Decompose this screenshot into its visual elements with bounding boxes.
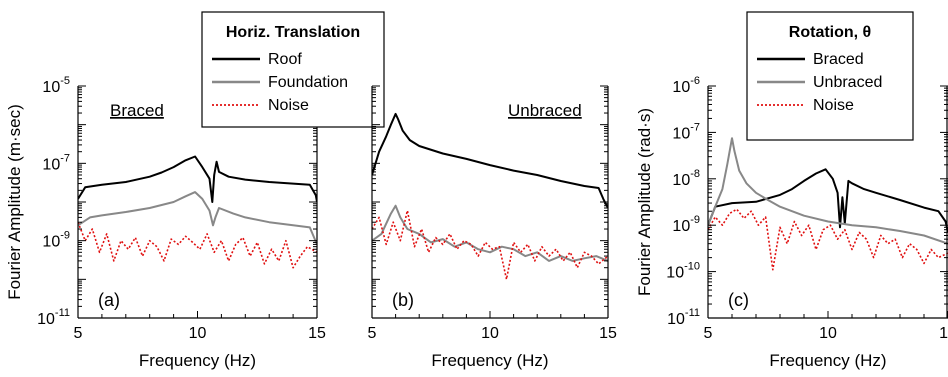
chart-panel-2: 5 10 15 Frequency (Hz) (b) Unbraced bbox=[368, 85, 617, 370]
panel-label: (c) bbox=[728, 290, 749, 310]
x-tick-label: 5 bbox=[704, 325, 713, 342]
legend: Rotation, θ Braced Unbraced Noise bbox=[746, 11, 914, 141]
x-tick-label: 15 bbox=[599, 325, 617, 342]
structure-label: Braced bbox=[110, 101, 164, 120]
legend-title: Rotation, θ bbox=[789, 24, 871, 41]
x-axis-title: Frequency (Hz) bbox=[431, 351, 548, 370]
legend-box bbox=[746, 11, 914, 141]
x-tick-label: 5 bbox=[368, 325, 377, 342]
panel-label: (a) bbox=[98, 290, 120, 310]
legend-label-unbraced: Unbraced bbox=[813, 74, 882, 91]
y-axis-title: Fourier Amplitude (m·sec) bbox=[5, 104, 24, 300]
x-tick-label: 10 bbox=[819, 325, 837, 342]
series-line-roof bbox=[372, 112, 608, 209]
legend-title: Horiz. Translation bbox=[226, 24, 360, 41]
x-tick-label: 15 bbox=[308, 325, 326, 342]
chart-panel-1: 5 10 15 10-11 10-9 10-7 10-5 Frequency (Hz) Four… bbox=[5, 11, 385, 370]
y-tick-label: 10-11 bbox=[667, 307, 700, 328]
legend-label-noise: Noise bbox=[268, 97, 309, 114]
x-tick-label: 15 bbox=[939, 325, 948, 342]
y-tick-label: 10-9 bbox=[672, 214, 700, 235]
y-tick-label: 10-8 bbox=[672, 168, 700, 189]
y-tick-label: 10-5 bbox=[42, 75, 70, 96]
x-tick-label: 5 bbox=[74, 325, 83, 342]
series-line-foundation bbox=[372, 204, 608, 262]
series-line-unbraced bbox=[708, 137, 948, 245]
legend-box bbox=[201, 11, 385, 128]
y-tick-label: 10-9 bbox=[42, 230, 70, 251]
legend: Horiz. Translation Roof Foundation Noise bbox=[201, 11, 385, 128]
series-line-foundation bbox=[78, 191, 317, 245]
series-line-noise bbox=[708, 208, 948, 271]
y-tick-label: 10-7 bbox=[672, 121, 700, 142]
legend-label-foundation: Foundation bbox=[268, 74, 348, 91]
series-group bbox=[708, 137, 948, 271]
y-tick-label: 10-6 bbox=[672, 75, 700, 96]
y-axis-title: Fourier Amplitude (rad·s) bbox=[635, 108, 654, 296]
structure-label: Unbraced bbox=[508, 101, 582, 120]
y-tick-label: 10-7 bbox=[42, 152, 70, 173]
panel-label: (b) bbox=[392, 290, 414, 310]
chart-panel-3: 5 10 15 10-11 10-10 10-9 10-8 10-7 10-6 Frequency… bbox=[635, 11, 948, 370]
x-tick-label: 10 bbox=[481, 325, 499, 342]
x-tick-label: 10 bbox=[189, 325, 207, 342]
x-axis-title: Frequency (Hz) bbox=[139, 351, 256, 370]
series-line-noise bbox=[372, 209, 608, 281]
series-line-braced bbox=[708, 168, 948, 233]
x-axis-title: Frequency (Hz) bbox=[769, 351, 886, 370]
series-group bbox=[78, 155, 317, 269]
legend-label-roof: Roof bbox=[268, 51, 302, 68]
y-tick-label: 10-10 bbox=[666, 261, 700, 282]
series-group bbox=[372, 112, 608, 281]
y-tick-label: 10-11 bbox=[37, 307, 70, 328]
legend-label-noise: Noise bbox=[813, 97, 854, 114]
legend-label-braced: Braced bbox=[813, 51, 864, 68]
series-line-noise bbox=[78, 221, 317, 269]
series-line-roof bbox=[78, 155, 317, 203]
